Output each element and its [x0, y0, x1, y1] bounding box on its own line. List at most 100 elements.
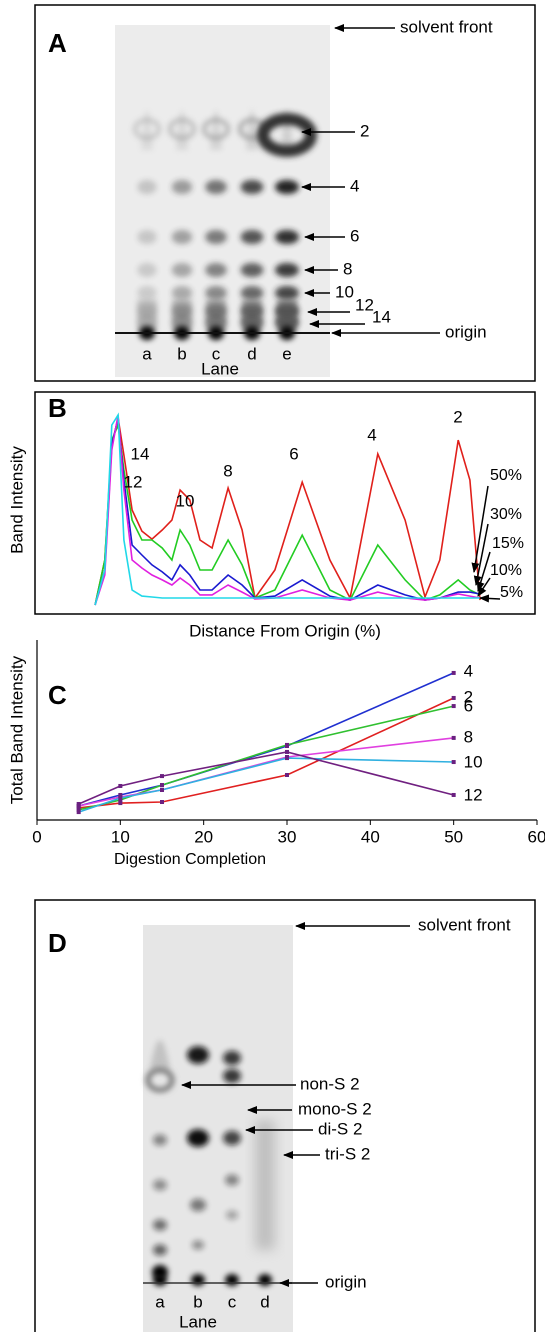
- gel-spot: [205, 286, 227, 300]
- lane-title: Lane: [179, 1312, 217, 1331]
- gel-spot: [153, 1244, 167, 1256]
- band-label: 4: [350, 176, 359, 195]
- data-point: [451, 735, 456, 740]
- gel-spot: [240, 180, 264, 194]
- data-point: [160, 783, 164, 788]
- data-point: [451, 670, 456, 675]
- gel-ring: [257, 113, 317, 157]
- origin-label: origin: [445, 322, 487, 341]
- arrow: [477, 577, 491, 597]
- gel-ring: [202, 118, 230, 140]
- data-point: [118, 801, 123, 806]
- legend-label: 10%: [490, 562, 522, 579]
- x-tick-label: 0: [32, 827, 41, 846]
- data-point: [285, 749, 289, 754]
- x-tick-label: 50: [444, 827, 463, 846]
- band-label: 6: [350, 226, 359, 245]
- series-label: 4: [464, 661, 473, 680]
- gel-spot: [152, 1265, 168, 1279]
- gel-spot: [191, 1274, 205, 1286]
- x-tick-label: 20: [194, 827, 213, 846]
- legend-label: 15%: [492, 535, 524, 552]
- lane-title: Lane: [201, 359, 239, 378]
- lane-label: b: [177, 344, 186, 363]
- x-axis-label: Distance From Origin (%): [189, 621, 381, 640]
- gel-smear: [255, 1120, 275, 1250]
- gel-spot: [223, 1050, 241, 1066]
- series-line: [94, 414, 481, 606]
- data-point: [160, 774, 164, 779]
- gel-smear: [206, 300, 226, 330]
- panel-letter: A: [48, 28, 67, 58]
- gel-smear: [137, 300, 157, 330]
- x-axis-label: Digestion Completion: [114, 851, 266, 868]
- series-line: [78, 751, 454, 805]
- series-line: [94, 422, 481, 606]
- gel-spot: [240, 263, 264, 277]
- panel-b-frame: [34, 391, 536, 615]
- gel-spot: [205, 263, 227, 277]
- gel-spot: [275, 263, 299, 277]
- lane-label: d: [247, 344, 256, 363]
- peak-label: 14: [131, 444, 150, 463]
- peak-label: 6: [289, 444, 298, 463]
- panel-letter: B: [48, 393, 67, 423]
- lane-label: c: [212, 344, 221, 363]
- data-point: [451, 695, 456, 700]
- gel-ring: [133, 118, 161, 140]
- peak-label: 12: [124, 472, 143, 491]
- y-axis-label: Band Intensity: [7, 446, 26, 554]
- gel-spot: [205, 180, 227, 194]
- x-tick-label: 10: [111, 827, 130, 846]
- legend-label: 50%: [490, 467, 522, 484]
- band-label: mono-S 2: [298, 1099, 372, 1118]
- lane-label: a: [155, 1292, 165, 1311]
- gel-spot: [171, 230, 193, 244]
- gel-spot: [225, 1274, 239, 1286]
- lane-label: d: [260, 1292, 269, 1311]
- lane-label: c: [228, 1292, 237, 1311]
- gel-spot: [137, 230, 157, 244]
- band-label: non-S 2: [300, 1074, 360, 1093]
- data-point: [451, 760, 456, 765]
- band-label: tri-S 2: [325, 1144, 370, 1163]
- series-line: [94, 412, 480, 606]
- gel-spot: [275, 180, 299, 194]
- gel-spot: [223, 1068, 241, 1084]
- peak-label: 10: [176, 491, 195, 510]
- peak-label: 8: [223, 461, 232, 480]
- series-label: 12: [464, 785, 483, 804]
- gel-spot: [153, 1134, 167, 1146]
- peak-label: 2: [453, 407, 462, 426]
- data-point: [285, 773, 289, 777]
- gel-spot: [137, 286, 157, 300]
- arrow: [473, 523, 489, 586]
- band-label: 14: [372, 307, 391, 326]
- data-point: [76, 810, 81, 815]
- data-point: [76, 807, 81, 812]
- data-point: [160, 800, 164, 804]
- gel-spot: [226, 1210, 238, 1220]
- origin-label: origin: [325, 1272, 367, 1291]
- data-point: [118, 796, 123, 801]
- arrow: [476, 551, 491, 592]
- series-label: 10: [464, 752, 483, 771]
- gel-spot: [275, 286, 299, 300]
- gel-spot: [171, 263, 193, 277]
- lane-label: a: [142, 344, 152, 363]
- lane-label: e: [282, 344, 291, 363]
- data-point: [76, 801, 81, 806]
- band-label: di-S 2: [318, 1119, 362, 1138]
- data-point: [160, 787, 164, 792]
- gel-spot: [240, 230, 264, 244]
- y-axis-label: Total Band Intensity: [7, 655, 26, 804]
- gel-spot: [187, 1046, 209, 1064]
- gel-spot: [153, 1219, 167, 1231]
- x-tick-label: 60: [528, 827, 545, 846]
- band-label: 8: [343, 259, 352, 278]
- gel-spot: [137, 180, 157, 194]
- gel-spot: [205, 230, 227, 244]
- series-line: [78, 757, 454, 813]
- data-point: [451, 792, 456, 797]
